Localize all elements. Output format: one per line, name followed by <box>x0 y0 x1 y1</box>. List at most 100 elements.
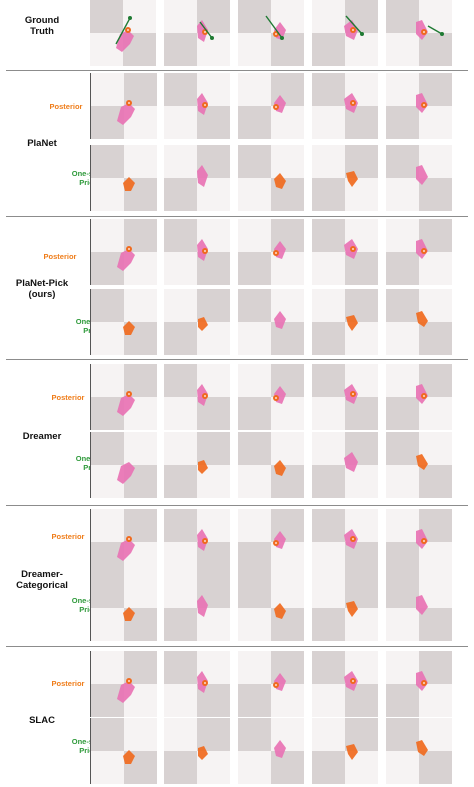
checker-square <box>312 608 345 641</box>
image-tile-slac-prior-2 <box>164 718 230 784</box>
pick-point <box>204 682 206 684</box>
image-tile-dreamer-categorical-posterior-1 <box>90 509 157 575</box>
checker-square <box>386 0 419 33</box>
pick-point <box>423 31 425 33</box>
cloth-image <box>164 509 230 575</box>
checker-square <box>164 751 197 784</box>
checker-square <box>197 432 230 465</box>
checker-square <box>386 145 419 178</box>
image-tile-slac-prior-1 <box>90 718 157 784</box>
image-tile-planet-pick-posterior-3 <box>238 219 304 285</box>
cloth-blob <box>117 539 135 561</box>
image-tile-dreamer-categorical-prior-3 <box>238 575 304 641</box>
checker-square <box>386 718 419 751</box>
prior-label-planet: One-step Prior <box>71 169 105 187</box>
pick-point <box>275 542 277 544</box>
cloth-blob <box>197 595 208 617</box>
posterior-label-dreamer-categorical: Posterior <box>51 532 85 541</box>
checker-square <box>312 73 345 106</box>
image-tile-dreamer-posterior-4 <box>312 364 378 430</box>
cloth-blob <box>123 607 135 621</box>
checker-square <box>164 178 197 211</box>
cloth-image <box>164 575 230 641</box>
cloth-image <box>312 0 378 66</box>
checker-square <box>238 145 271 178</box>
cloth-image <box>91 575 157 641</box>
cloth-image <box>238 219 304 285</box>
checker-square <box>91 289 124 322</box>
image-tile-slac-prior-3 <box>238 718 304 784</box>
checker-square <box>312 651 345 684</box>
cloth-image <box>238 718 304 784</box>
cloth-image <box>238 509 304 575</box>
pick-point <box>275 252 277 254</box>
checker-square <box>386 542 419 575</box>
checker-square <box>345 397 378 430</box>
image-tile-planet-prior-2 <box>164 145 230 211</box>
pick-point <box>204 250 206 252</box>
checker-square <box>238 542 271 575</box>
cloth-image <box>91 718 157 784</box>
checker-square <box>91 397 124 430</box>
image-tile-dreamer-prior-5 <box>386 432 452 498</box>
image-tile-dreamer-posterior-1 <box>90 364 157 430</box>
arrow-head <box>360 32 364 36</box>
cloth-blob <box>198 317 208 331</box>
checker-square <box>345 542 378 575</box>
cloth-blob <box>117 462 135 484</box>
pick-point <box>128 102 130 104</box>
model-label-planet-pick: PlaNet-Pick (ours) <box>15 278 69 300</box>
checker-square <box>419 608 452 641</box>
image-tile-planet-pick-prior-5 <box>386 289 452 355</box>
checker-square <box>345 684 378 717</box>
image-tile-slac-posterior-5 <box>386 651 452 717</box>
cloth-image <box>386 575 452 641</box>
checker-square <box>197 718 230 751</box>
checker-square <box>91 718 124 751</box>
cloth-image <box>312 289 378 355</box>
action-arrow <box>265 15 283 39</box>
image-tile-ground-truth-5 <box>386 0 452 66</box>
image-tile-planet-posterior-4 <box>312 73 378 139</box>
model-label-dreamer: Dreamer <box>22 431 62 442</box>
checker-square <box>386 106 419 139</box>
pick-point <box>128 538 130 540</box>
checker-square <box>164 608 197 641</box>
image-tile-dreamer-categorical-prior-5 <box>386 575 452 641</box>
image-tile-dreamer-posterior-5 <box>386 364 452 430</box>
cloth-image <box>312 509 378 575</box>
checker-square <box>238 252 271 285</box>
cloth-image <box>91 73 157 139</box>
cloth-blob <box>117 681 135 703</box>
checker-square <box>238 718 271 751</box>
cloth-blob <box>416 740 428 756</box>
checker-square <box>91 106 124 139</box>
checker-square <box>197 289 230 322</box>
checker-square <box>164 651 197 684</box>
cloth-blob <box>346 744 358 760</box>
action-arrow <box>115 17 131 45</box>
posterior-label-planet: Posterior <box>49 102 83 111</box>
cloth-image <box>312 718 378 784</box>
checker-square <box>312 509 345 542</box>
checker-square <box>345 106 378 139</box>
cloth-image <box>386 0 452 66</box>
image-tile-planet-posterior-3 <box>238 73 304 139</box>
separator <box>6 646 468 647</box>
image-tile-dreamer-posterior-3 <box>238 364 304 430</box>
checker-square <box>386 289 419 322</box>
cloth-blob <box>123 177 135 191</box>
image-tile-dreamer-categorical-posterior-4 <box>312 509 378 575</box>
pick-point <box>352 393 354 395</box>
cloth-image <box>91 509 157 575</box>
checker-square <box>238 684 271 717</box>
cloth-image <box>90 0 156 66</box>
prior-label-slac: One-step Prior <box>71 737 105 755</box>
posterior-label-planet-pick: Posterior <box>43 252 77 261</box>
cloth-image <box>312 364 378 430</box>
cloth-image <box>164 0 230 66</box>
cloth-image <box>238 432 304 498</box>
pick-point <box>352 102 354 104</box>
pick-point <box>128 248 130 250</box>
image-tile-dreamer-prior-2 <box>164 432 230 498</box>
